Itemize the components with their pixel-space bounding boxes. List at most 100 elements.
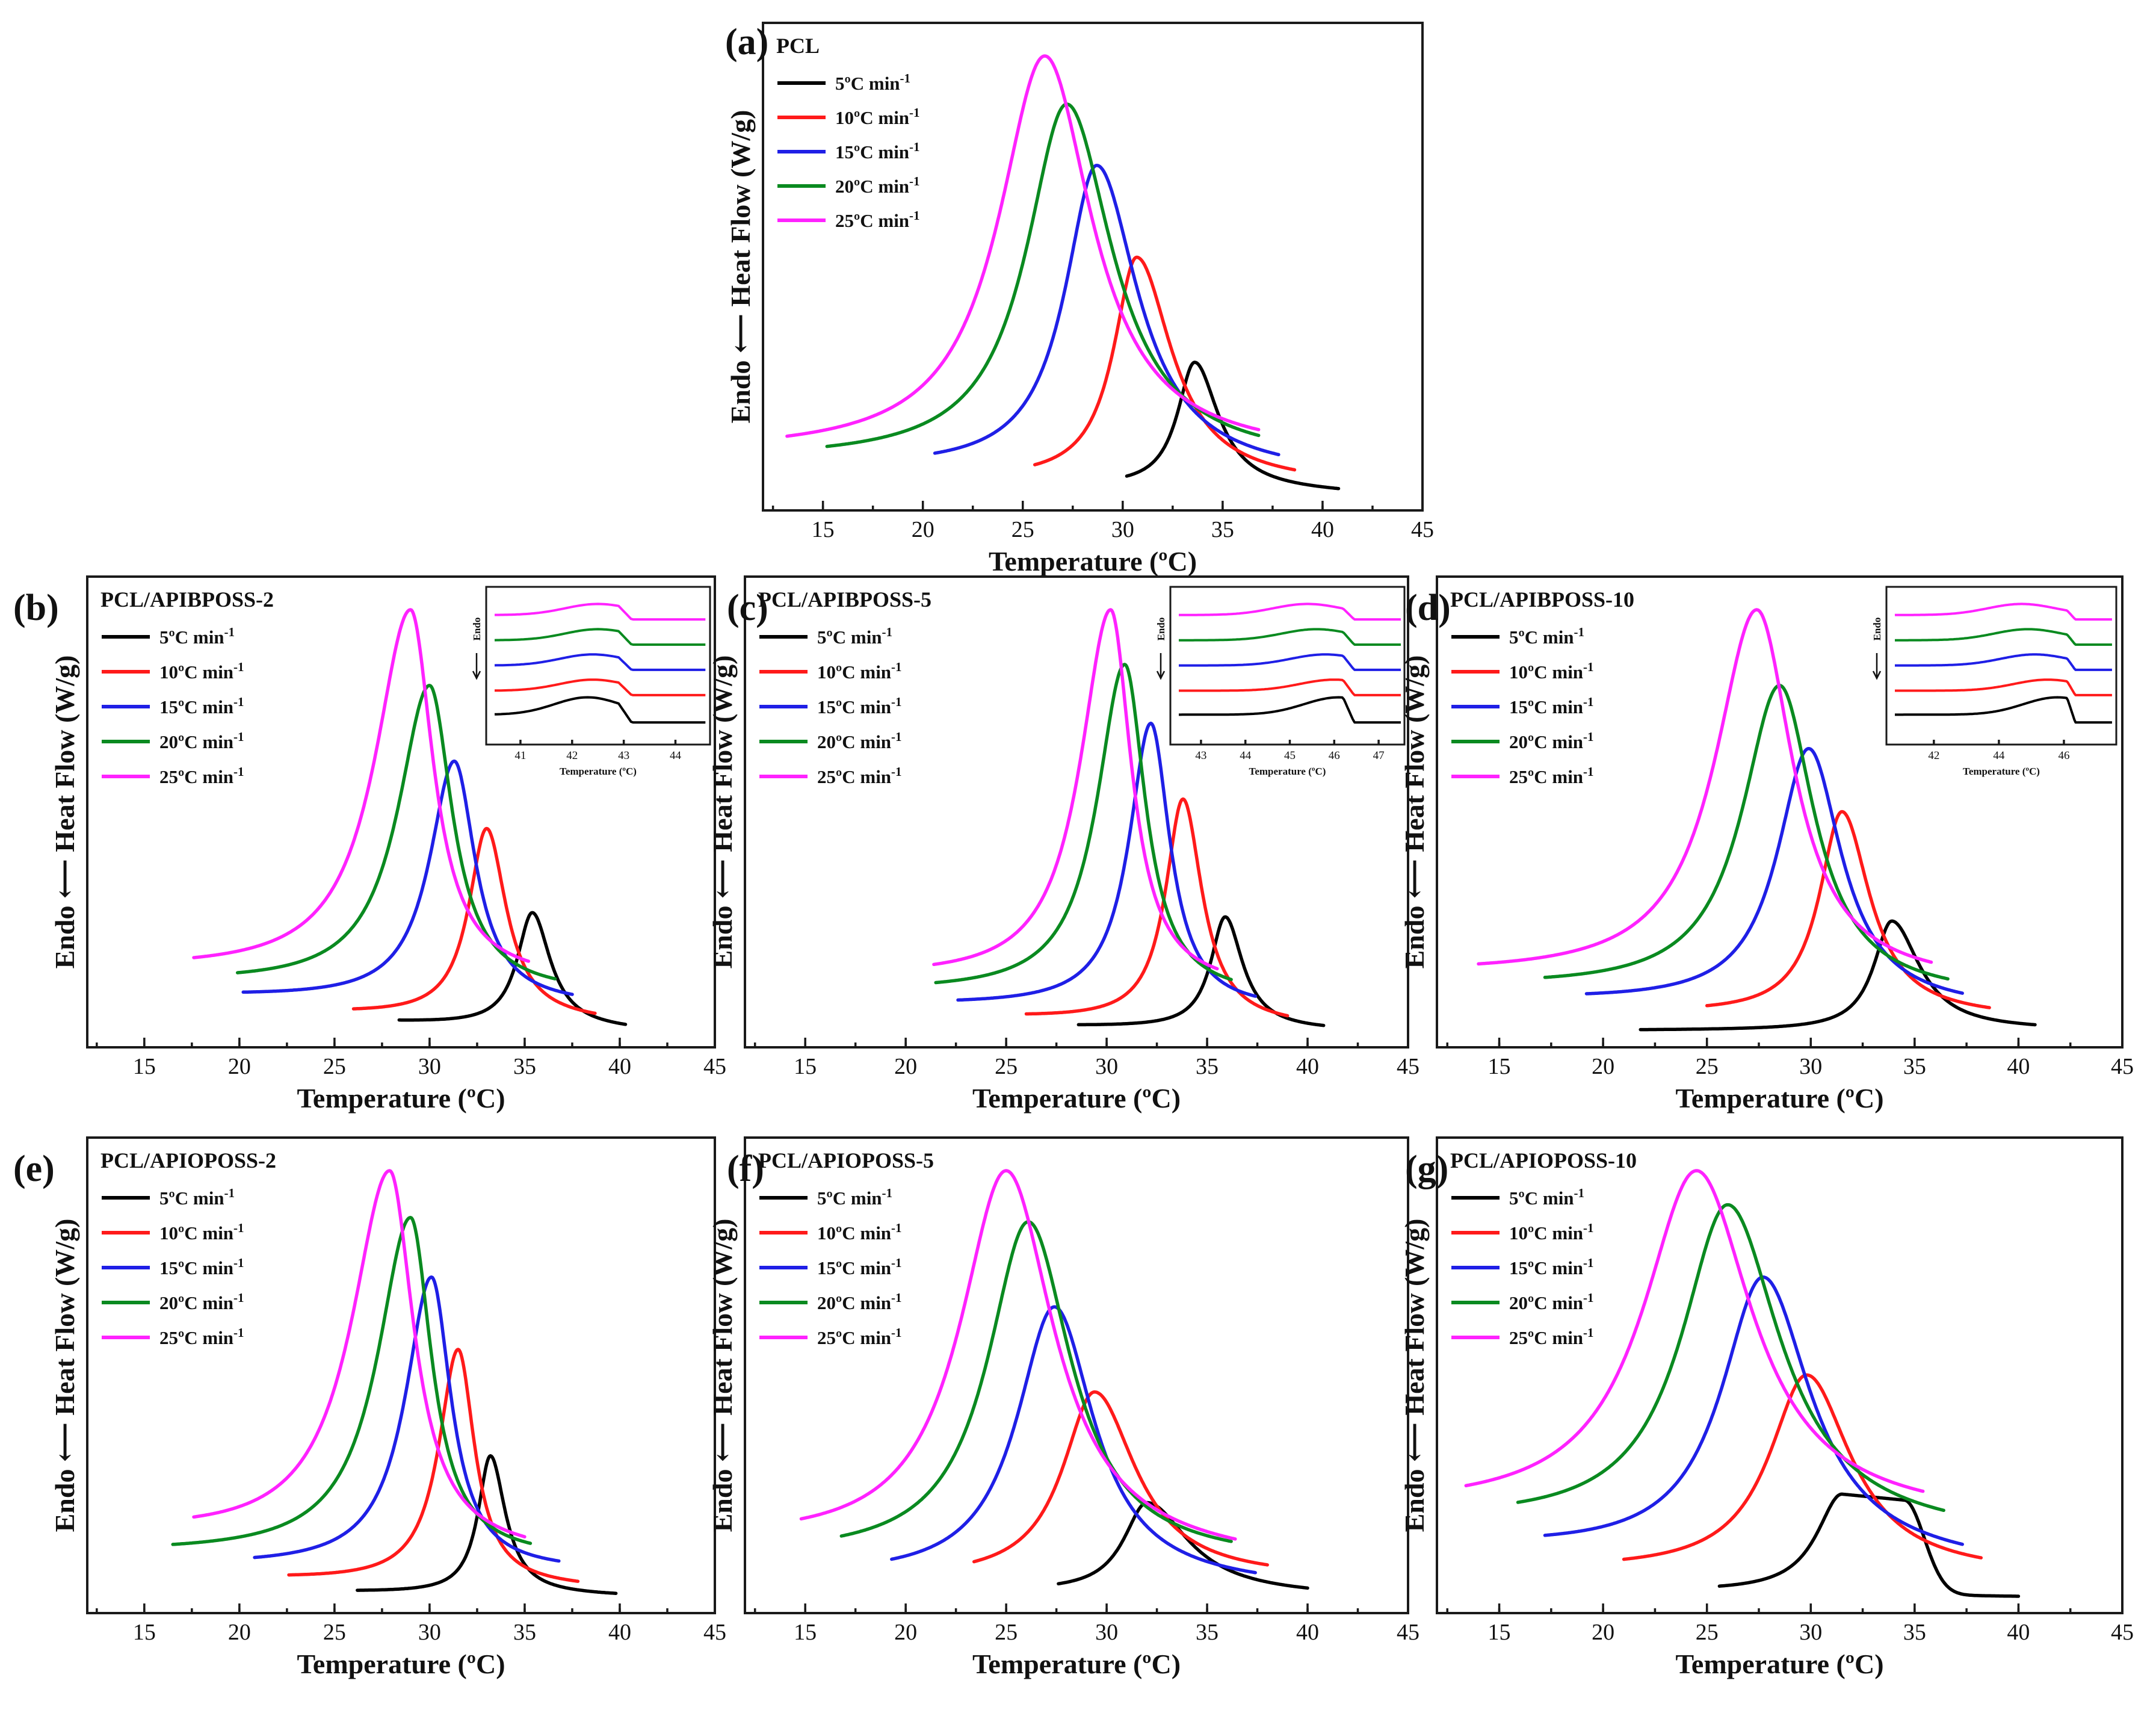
inset-series-25 [1894, 603, 2112, 621]
legend-superscript: -1 [882, 625, 893, 639]
x-axis-label: Temperature (ºC) [1675, 1649, 1883, 1679]
x-tick-label: 15 [133, 1054, 156, 1079]
legend-superscript: -1 [909, 140, 920, 154]
series-15 [253, 1275, 561, 1563]
panel-b: 15 20 25 30 35 40 45 Temperature (ºC) Endo ⟵ Hea… [13, 575, 726, 1114]
series-10 [1622, 1373, 1983, 1561]
x-tick-label: 45 [2111, 1620, 2134, 1645]
legend-superscript: -1 [1583, 1256, 1594, 1270]
x-tick-label: 35 [1211, 517, 1234, 542]
inset-series-20 [1179, 628, 1401, 646]
panel-f: 15 20 25 30 35 40 45 Temperature (ºC) Endo ⟵ Hea… [707, 1136, 1419, 1679]
series-25 [192, 608, 531, 963]
plot-frame [762, 22, 1424, 512]
legend-superscript: -1 [891, 1290, 902, 1305]
inset-x-label: Temperature (ºC) [1963, 766, 2040, 777]
panel-title: PCL/APIOPOSS-2 [100, 1148, 276, 1173]
legend-superscript: -1 [891, 660, 902, 674]
series-25 [799, 1169, 1237, 1541]
x-axis-label: Temperature (ºC) [989, 546, 1197, 577]
panel-g: 15 20 25 30 35 40 45 Temperature (ºC) Endo ⟵ Hea… [1399, 1136, 2134, 1679]
x-axis-label: Temperature (ºC) [972, 1649, 1181, 1679]
x-tick-label: 30 [1111, 517, 1134, 542]
x-tick-label: 30 [418, 1620, 441, 1645]
legend-label-5: 5ºC min-1 [1509, 625, 1584, 648]
x-tick-label: 25 [1696, 1620, 1719, 1645]
x-tick-label: 30 [1799, 1054, 1822, 1079]
inset-tick-label: 44 [1993, 749, 2005, 762]
series-5 [356, 1454, 618, 1595]
inset-y-label: Endo [1871, 618, 1883, 641]
y-axis-label: Endo ⟵ Heat Flow (W/g) [1399, 655, 1430, 969]
panel-c: 15 20 25 30 35 40 45 Temperature (ºC) Endo ⟵ Hea… [707, 575, 1419, 1114]
x-axis-label: Temperature (ºC) [1675, 1083, 1883, 1114]
panel-letter: (e) [13, 1148, 55, 1189]
legend-label-15: 15ºC min-1 [835, 140, 920, 163]
inset-endo-arrow [472, 653, 481, 680]
legend-superscript: -1 [1583, 1290, 1594, 1305]
legend-label-25: 25ºC min-1 [1509, 1325, 1594, 1348]
x-tick-label: 45 [2111, 1054, 2134, 1079]
legend-label-15: 15ºC min-1 [159, 1256, 244, 1278]
plot-frame [1436, 1136, 2124, 1614]
panel-title: PCL/APIBPOSS-2 [100, 587, 274, 612]
inset-b: 41 42 43 44 Temperature (ºC) Endo [471, 586, 711, 777]
inset-endo-arrow [1872, 653, 1882, 680]
inset-endo-arrow [1156, 653, 1166, 680]
legend-label-5: 5ºC min-1 [159, 625, 235, 648]
legend-label-15: 15ºC min-1 [159, 695, 244, 717]
series-10 [1024, 797, 1290, 1018]
inset-tick-label: 45 [1284, 749, 1296, 762]
legend-label-15: 15ºC min-1 [1509, 1256, 1594, 1278]
legend-superscript: -1 [1583, 695, 1594, 709]
series-20 [934, 663, 1233, 985]
inset-tick-label: 42 [1928, 749, 1939, 762]
panel-title: PCL [776, 34, 820, 58]
legend-superscript: -1 [909, 174, 920, 188]
series-5 [1639, 919, 2037, 1032]
inset-series-5 [1895, 696, 2112, 724]
x-tick-label: 40 [1296, 1054, 1319, 1079]
x-tick-label: 45 [703, 1620, 726, 1645]
legend-superscript: -1 [1574, 1186, 1585, 1200]
series-10 [1705, 810, 1991, 1009]
legend-superscript: -1 [891, 1325, 902, 1340]
series-10 [287, 1348, 580, 1583]
x-tick-label: 25 [1696, 1054, 1719, 1079]
legend-superscript: -1 [1583, 730, 1594, 744]
legend-label-10: 10ºC min-1 [817, 1221, 902, 1244]
legend-superscript: -1 [1583, 764, 1594, 779]
inset-x-label: Temperature (ºC) [560, 766, 637, 777]
legend-label-5: 5ºC min-1 [1509, 1186, 1584, 1209]
panel-title: PCL/APIBPOSS-10 [1450, 587, 1634, 612]
series-25 [1464, 1169, 1925, 1493]
x-tick-label: 25 [1012, 517, 1034, 542]
legend-label-10: 10ºC min-1 [1509, 660, 1594, 683]
series-20 [235, 684, 557, 980]
x-tick-label: 15 [812, 517, 835, 542]
legend-label-15: 15ºC min-1 [817, 1256, 902, 1278]
legend-label-5: 5ºC min-1 [817, 625, 892, 648]
legend-superscript: -1 [891, 1221, 902, 1235]
x-tick-label: 25 [995, 1620, 1018, 1645]
legend-label-20: 20ºC min-1 [159, 730, 244, 752]
legend-label-25: 25ºC min-1 [817, 764, 902, 787]
series-20 [1543, 684, 1950, 981]
x-tick-label: 35 [1903, 1620, 1926, 1645]
legend-label-10: 10ºC min-1 [159, 660, 244, 683]
legend-superscript: -1 [224, 625, 235, 639]
series-10 [972, 1390, 1269, 1567]
legend-label-10: 10ºC min-1 [817, 660, 902, 683]
inset-series-5 [494, 696, 706, 724]
legend-superscript: -1 [1574, 625, 1585, 639]
panel-letter: (f) [727, 1148, 764, 1189]
x-tick-label: 15 [133, 1620, 156, 1645]
x-tick-label: 35 [513, 1620, 536, 1645]
x-tick-label: 25 [995, 1054, 1018, 1079]
legend-label-5: 5ºC min-1 [817, 1186, 892, 1209]
series-10 [351, 826, 597, 1015]
x-tick-label: 25 [323, 1620, 346, 1645]
legend-superscript: -1 [233, 1256, 244, 1270]
series-25 [932, 608, 1219, 971]
legend-label-25: 25ºC min-1 [1509, 764, 1594, 787]
